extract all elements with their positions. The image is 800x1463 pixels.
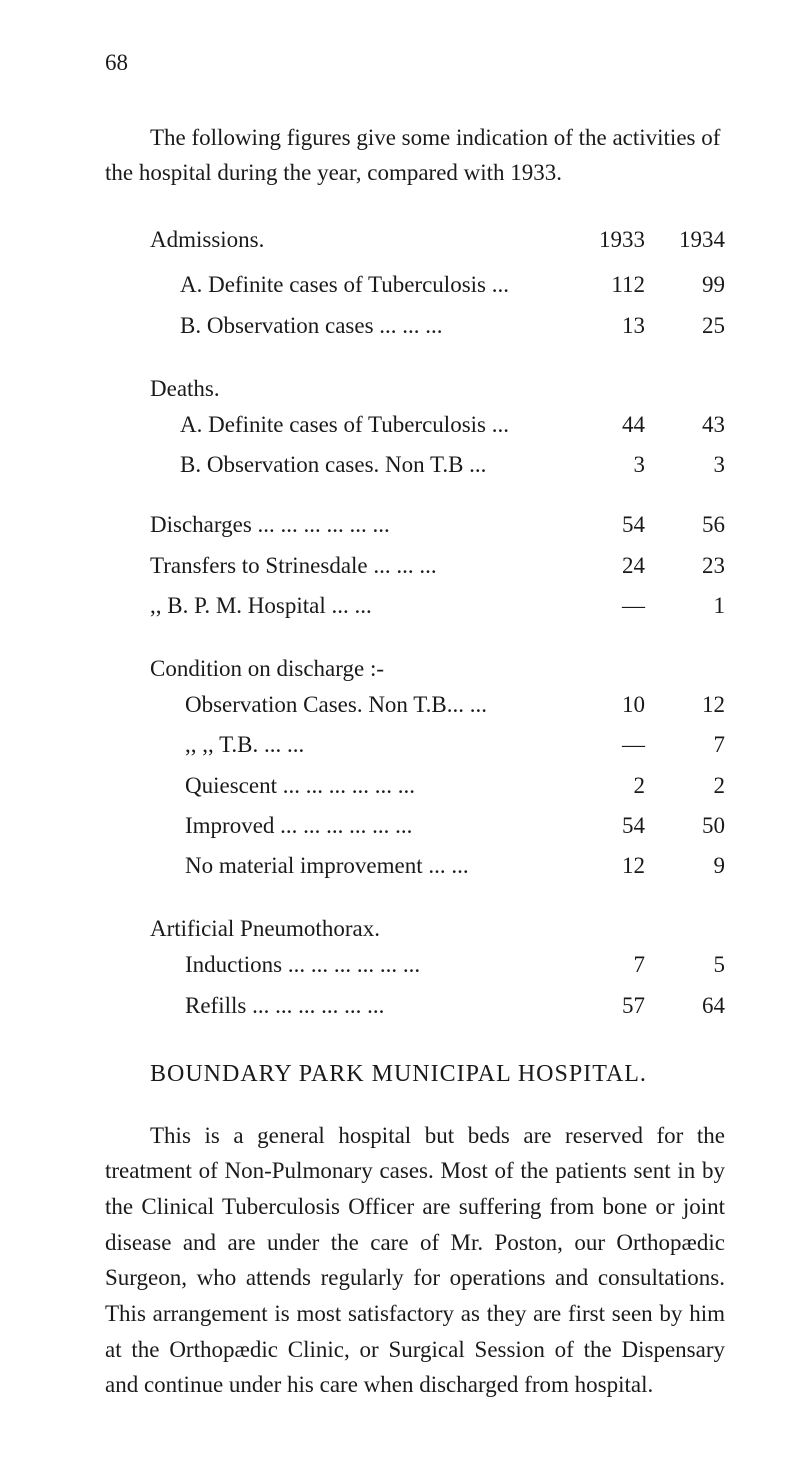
row-value: 2 (570, 766, 645, 806)
row-label: B. Observation cases. Non T.B ... (180, 445, 570, 485)
row-label: Refills ... ... ... ... ... ... (185, 986, 570, 1026)
row-value: 7 (570, 945, 645, 985)
row-value: 23 (645, 546, 725, 586)
year-header-row: Admissions. 1933 1934 (150, 220, 725, 260)
row-label: A. Definite cases of Tuberculosis ... (180, 265, 570, 305)
condition-section: Observation Cases. Non T.B... ... 10 12 … (150, 685, 725, 886)
deaths-section: A. Definite cases of Tuberculosis ... 44… (150, 405, 725, 486)
row-value: 12 (570, 846, 645, 886)
discharges-section: Discharges ... ... ... ... ... ... 54 56… (150, 505, 725, 626)
row-value: 13 (570, 306, 645, 346)
row-label: ,, ,, T.B. ... ... (185, 725, 570, 765)
year-1933: 1933 (570, 220, 645, 260)
row-label: Discharges ... ... ... ... ... ... (150, 505, 570, 545)
row-value: 112 (570, 265, 645, 305)
row-value: 3 (570, 445, 645, 485)
boundary-body: This is a general hospital but beds are … (105, 1118, 725, 1403)
boundary-heading: BOUNDARY PARK MUNICIPAL HOSPITAL. (150, 1061, 725, 1088)
condition-title: Condition on discharge :- (150, 656, 725, 682)
document-page: 68 The following figures give some indic… (0, 0, 800, 1463)
table-row: Refills ... ... ... ... ... ... 57 64 (150, 986, 725, 1026)
row-value: 57 (570, 986, 645, 1026)
table-row: Observation Cases. Non T.B... ... 10 12 (150, 685, 725, 725)
table-row: Inductions ... ... ... ... ... ... 7 5 (150, 945, 725, 985)
intro-paragraph: The following figures give some indicati… (105, 121, 725, 190)
table-row: ,, B. P. M. Hospital ... ... — 1 (150, 586, 725, 626)
table-row: A. Definite cases of Tuberculosis ... 11… (150, 265, 725, 305)
row-value: 7 (645, 725, 725, 765)
row-value: 54 (570, 806, 645, 846)
table-row: B. Observation cases ... ... ... 13 25 (150, 306, 725, 346)
table-row: Transfers to Strinesdale ... ... ... 24 … (150, 546, 725, 586)
row-label: B. Observation cases ... ... ... (180, 306, 570, 346)
admissions-title: Admissions. (150, 220, 570, 260)
row-value: 9 (645, 846, 725, 886)
table-row: No material improvement ... ... 12 9 (150, 846, 725, 886)
row-label: ,, B. P. M. Hospital ... ... (150, 586, 570, 626)
admissions-section: Admissions. 1933 1934 A. Definite cases … (150, 220, 725, 346)
row-value: 10 (570, 685, 645, 725)
page-number: 68 (105, 50, 725, 76)
row-label: Improved ... ... ... ... ... ... (185, 806, 570, 846)
row-label: No material improvement ... ... (185, 846, 570, 886)
deaths-title: Deaths. (150, 376, 725, 402)
row-value: — (570, 586, 645, 626)
artificial-title: Artificial Pneumothorax. (150, 916, 725, 942)
row-label: Transfers to Strinesdale ... ... ... (150, 546, 570, 586)
table-row: B. Observation cases. Non T.B ... 3 3 (150, 445, 725, 485)
artificial-section: Inductions ... ... ... ... ... ... 7 5 R… (150, 945, 725, 1026)
row-value: 50 (645, 806, 725, 846)
row-value: 99 (645, 265, 725, 305)
row-value: 1 (645, 586, 725, 626)
row-label: Observation Cases. Non T.B... ... (185, 685, 570, 725)
row-label: A. Definite cases of Tuberculosis ... (180, 405, 570, 445)
table-row: A. Definite cases of Tuberculosis ... 44… (150, 405, 725, 445)
row-label: Quiescent ... ... ... ... ... ... (185, 766, 570, 806)
row-label: Inductions ... ... ... ... ... ... (185, 945, 570, 985)
year-1934: 1934 (645, 220, 725, 260)
table-row: Discharges ... ... ... ... ... ... 54 56 (150, 505, 725, 545)
row-value: 3 (645, 445, 725, 485)
table-row: ,, ,, T.B. ... ... — 7 (150, 725, 725, 765)
row-value: 24 (570, 546, 645, 586)
row-value: 43 (645, 405, 725, 445)
table-row: Quiescent ... ... ... ... ... ... 2 2 (150, 766, 725, 806)
row-value: 64 (645, 986, 725, 1026)
row-value: 54 (570, 505, 645, 545)
row-value: 56 (645, 505, 725, 545)
table-row: Improved ... ... ... ... ... ... 54 50 (150, 806, 725, 846)
row-value: 2 (645, 766, 725, 806)
row-value: 12 (645, 685, 725, 725)
row-value: 44 (570, 405, 645, 445)
row-value: — (570, 725, 645, 765)
row-value: 5 (645, 945, 725, 985)
row-value: 25 (645, 306, 725, 346)
